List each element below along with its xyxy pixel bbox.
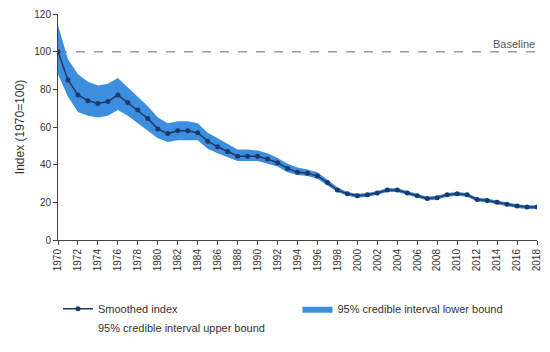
svg-text:1986: 1986 bbox=[212, 249, 223, 272]
svg-text:1972: 1972 bbox=[72, 249, 83, 272]
svg-text:1982: 1982 bbox=[172, 249, 183, 272]
svg-text:1974: 1974 bbox=[92, 249, 103, 272]
svg-text:100: 100 bbox=[34, 46, 51, 57]
svg-text:Smoothed index: Smoothed index bbox=[98, 303, 178, 315]
svg-text:2014: 2014 bbox=[491, 249, 502, 272]
svg-text:Index (1970=100): Index (1970=100) bbox=[13, 80, 27, 174]
svg-text:40: 40 bbox=[40, 159, 52, 170]
svg-text:0: 0 bbox=[45, 235, 51, 246]
svg-text:2010: 2010 bbox=[451, 249, 462, 272]
svg-text:1988: 1988 bbox=[232, 249, 243, 272]
svg-text:1992: 1992 bbox=[272, 249, 283, 272]
svg-text:2012: 2012 bbox=[471, 249, 482, 272]
svg-text:20: 20 bbox=[40, 197, 52, 208]
svg-text:1994: 1994 bbox=[292, 249, 303, 272]
svg-text:80: 80 bbox=[40, 84, 52, 95]
svg-text:2004: 2004 bbox=[392, 249, 403, 272]
svg-text:Baseline: Baseline bbox=[493, 38, 535, 50]
svg-text:120: 120 bbox=[34, 9, 51, 20]
svg-text:95% credible interval lower bo: 95% credible interval lower bound bbox=[338, 303, 503, 315]
svg-text:1996: 1996 bbox=[312, 249, 323, 272]
svg-text:60: 60 bbox=[40, 122, 52, 133]
svg-text:95% credible interval upper bo: 95% credible interval upper bound bbox=[98, 322, 265, 334]
svg-text:2000: 2000 bbox=[352, 249, 363, 272]
svg-text:2006: 2006 bbox=[412, 249, 423, 272]
svg-text:1990: 1990 bbox=[252, 249, 263, 272]
svg-text:2002: 2002 bbox=[372, 249, 383, 272]
svg-text:1980: 1980 bbox=[152, 249, 163, 272]
svg-text:1976: 1976 bbox=[112, 249, 123, 272]
svg-text:1978: 1978 bbox=[132, 249, 143, 272]
svg-text:2008: 2008 bbox=[431, 249, 442, 272]
svg-text:1998: 1998 bbox=[332, 249, 343, 272]
svg-text:1984: 1984 bbox=[192, 249, 203, 272]
svg-text:2018: 2018 bbox=[531, 249, 542, 272]
svg-text:2016: 2016 bbox=[511, 249, 522, 272]
svg-text:1970: 1970 bbox=[52, 249, 63, 272]
